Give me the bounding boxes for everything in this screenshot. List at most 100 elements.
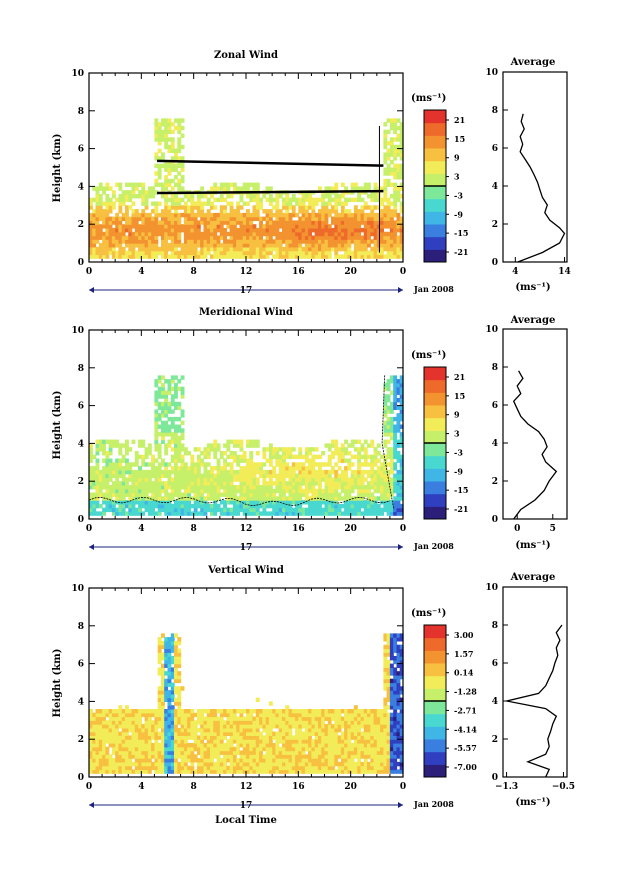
- zonal-wind-heatmap: [89, 118, 404, 258]
- meridional-wind-heatmap-cell: [374, 462, 378, 466]
- zonal-wind-heatmap-cell: [128, 228, 132, 232]
- zonal-wind-heatmap-cell: [177, 137, 181, 141]
- meridional-wind-heatmap-cell: [164, 447, 168, 451]
- meridional-wind-heatmap-cell: [390, 409, 394, 413]
- vertical-wind-heatmap-cell: [168, 679, 172, 683]
- zonal-wind-heatmap-cell: [190, 209, 194, 213]
- meridional-wind-colorbar-segment: [424, 443, 446, 456]
- zonal-wind-heatmap-cell: [325, 220, 329, 224]
- zonal-wind-heatmap-cell: [171, 130, 175, 134]
- zonal-wind-date-label: Jan 2008: [413, 284, 454, 294]
- zonal-wind-heatmap-cell: [132, 247, 136, 251]
- zonal-wind-heatmap-cell: [240, 194, 244, 198]
- zonal-wind-colorbar-tick-label: -3: [454, 190, 463, 200]
- zonal-wind-x-tick-label: 12: [240, 267, 253, 277]
- meridional-wind-heatmap-cell: [341, 443, 345, 447]
- meridional-wind-heatmap-cell: [164, 451, 168, 455]
- zonal-wind-heatmap-cell: [249, 220, 253, 224]
- zonal-wind-heatmap-cell: [109, 224, 113, 228]
- meridional-wind-colorbar-segment: [424, 392, 446, 405]
- meridional-wind-heatmap-cell: [377, 504, 381, 508]
- zonal-wind-heatmap-cell: [125, 209, 129, 213]
- meridional-wind-heatmap-cell: [181, 428, 185, 432]
- meridional-wind-heatmap-cell: [141, 459, 145, 463]
- zonal-wind-heatmap-cell: [171, 186, 175, 190]
- meridional-wind-heatmap-cell: [240, 443, 244, 447]
- vertical-wind-heatmap-cell: [148, 717, 152, 721]
- zonal-wind-heatmap-cell: [177, 202, 181, 206]
- zonal-wind-heatmap-cell: [112, 205, 116, 209]
- zonal-wind-heatmap-cell: [102, 190, 106, 194]
- meridional-wind-heatmap-cell: [269, 462, 273, 466]
- zonal-wind-heatmap-cell: [158, 168, 162, 172]
- zonal-wind-heatmap-cell: [197, 224, 201, 228]
- zonal-wind-colorbar-segment: [424, 224, 446, 237]
- meridional-wind-heatmap-cell: [102, 447, 106, 451]
- meridional-wind-heatmap-cell: [397, 421, 401, 425]
- zonal-wind-heatmap-cell: [223, 228, 227, 232]
- vertical-wind-heatmap: [89, 633, 404, 773]
- meridional-wind-heatmap-cell: [217, 447, 221, 451]
- zonal-wind-average-y-tick-label: 10: [485, 68, 498, 78]
- zonal-wind-heatmap-cell: [311, 205, 315, 209]
- vertical-wind-heatmap-cell: [269, 739, 273, 743]
- vertical-wind-heatmap-cell: [223, 735, 227, 739]
- zonal-wind-heatmap-cell: [161, 152, 165, 156]
- meridional-wind-average-title: Average: [510, 315, 556, 326]
- zonal-wind-heatmap-cell: [128, 205, 132, 209]
- meridional-wind-heatmap-cell: [269, 443, 273, 447]
- meridional-wind-average-y-tick-label: 6: [492, 401, 498, 411]
- zonal-wind-heatmap-cell: [393, 156, 397, 160]
- meridional-wind-heatmap-cell: [168, 428, 172, 432]
- zonal-wind-heatmap-cell: [177, 220, 181, 224]
- meridional-wind-heatmap-cell: [184, 447, 188, 451]
- zonal-wind-heatmap-cell: [279, 243, 283, 247]
- zonal-wind-colorbar-segment: [424, 148, 446, 161]
- meridional-wind-heatmap-cell: [158, 447, 162, 451]
- meridional-wind-heatmap-cell: [96, 462, 100, 466]
- vertical-wind-heatmap-cell: [118, 705, 122, 709]
- meridional-wind-heatmap-cell: [128, 466, 132, 470]
- zonal-wind-colorbar-segment: [424, 123, 446, 136]
- zonal-wind-heatmap-cell: [377, 205, 381, 209]
- vertical-wind-heatmap-cell: [102, 743, 106, 747]
- zonal-wind-heatmap-cell: [305, 209, 309, 213]
- meridional-wind-heatmap-cell: [187, 500, 191, 504]
- meridional-wind-x-tick-label: 0: [86, 524, 92, 534]
- zonal-wind-colorbar-tick-label: -9: [454, 209, 463, 219]
- zonal-wind-heatmap-cell: [158, 171, 162, 175]
- meridional-wind-average-y-tick-label: 2: [492, 477, 498, 487]
- zonal-wind-heatmap-cell: [177, 239, 181, 243]
- meridional-wind-heatmap-cell: [168, 391, 172, 395]
- meridional-wind-y-tick-label: 6: [78, 402, 84, 412]
- zonal-wind-heatmap-cell: [292, 209, 296, 213]
- meridional-wind-colorbar-segment: [424, 468, 446, 481]
- zonal-wind-heatmap-cell: [230, 202, 234, 206]
- zonal-wind-heatmap-cell: [141, 186, 145, 190]
- meridional-wind-heatmap-cell: [331, 466, 335, 470]
- meridional-wind-x-tick-label: 4: [138, 524, 144, 534]
- zonal-wind-contour-line: [157, 161, 383, 166]
- meridional-wind-x-tick-label: 8: [191, 524, 197, 534]
- meridional-wind-heatmap-cell: [174, 383, 178, 387]
- zonal-wind-heatmap-cell: [387, 130, 391, 134]
- meridional-wind-heatmap-cell: [249, 451, 253, 455]
- zonal-wind-heatmap-cell: [181, 186, 185, 190]
- meridional-wind-colorbar-tick-label: -9: [454, 466, 463, 476]
- vertical-wind-heatmap-cell: [177, 649, 181, 653]
- zonal-wind-heatmap-cell: [217, 239, 221, 243]
- zonal-wind-heatmap-cell: [118, 220, 122, 224]
- zonal-wind-day-bar-arrow: [398, 287, 403, 293]
- zonal-wind-heatmap-cell: [181, 126, 185, 130]
- meridional-wind-heatmap-cell: [361, 496, 365, 500]
- zonal-wind-y-tick-label: 4: [78, 182, 84, 192]
- vertical-wind-heatmap-cell: [308, 735, 312, 739]
- meridional-wind-average-y-tick-label: 8: [492, 363, 498, 373]
- meridional-wind-heatmap-cell: [177, 425, 181, 429]
- meridional-wind-heatmap-cell: [311, 459, 315, 463]
- zonal-wind-average-frame: [503, 72, 567, 262]
- zonal-wind-heatmap-cell: [112, 247, 116, 251]
- meridional-wind-heatmap-cell: [374, 447, 378, 451]
- meridional-wind-heatmap-cell: [298, 485, 302, 489]
